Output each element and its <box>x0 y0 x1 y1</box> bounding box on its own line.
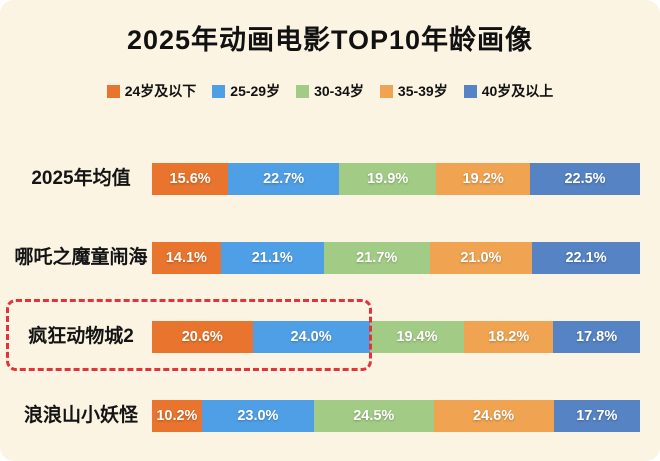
segment-value: 24.5% <box>353 408 395 424</box>
legend-swatch-icon <box>296 84 310 98</box>
bar-track: 14.1% 21.1% 21.7% 21.0% 22.1% <box>152 242 640 274</box>
segment-value: 17.7% <box>576 408 618 424</box>
legend-label: 25-29岁 <box>230 83 281 99</box>
legend-item: 35-39岁 <box>379 81 448 101</box>
segment-value: 19.9% <box>367 171 409 187</box>
bar-row: 2025年均值 15.6% 22.7% 19.9% 19.2% 22.5% <box>10 163 640 195</box>
segment-value: 19.2% <box>462 171 504 187</box>
bar-segment: 19.4% <box>369 321 465 353</box>
bar-segment: 22.7% <box>228 163 340 195</box>
segment-value: 19.4% <box>396 329 438 345</box>
legend-swatch-icon <box>379 84 393 98</box>
bar-row-label: 疯狂动物城2 <box>28 326 134 348</box>
segment-value: 10.2% <box>156 408 198 424</box>
segment-value: 22.5% <box>564 171 606 187</box>
bar-track: 20.6% 24.0% 19.4% 18.2% 17.8% <box>152 321 640 353</box>
bar-segment: 15.6% <box>152 163 229 195</box>
bar-row: 浪浪山小妖怪 10.2% 23.0% 24.5% 24.6% 17.7% <box>10 400 640 432</box>
legend-item: 30-34岁 <box>296 81 364 101</box>
segment-value: 22.1% <box>565 250 607 266</box>
legend-label: 30-34岁 <box>314 83 364 99</box>
segment-value: 15.6% <box>169 171 211 187</box>
bar-row: 哪吒之魔童闹海 14.1% 21.1% 21.7% 21.0% 22.1% <box>10 242 640 274</box>
legend-label: 24岁及以下 <box>124 83 197 99</box>
bar-track: 10.2% 23.0% 24.5% 24.6% 17.7% <box>152 400 640 432</box>
bar-track: 15.6% 22.7% 19.9% 19.2% 22.5% <box>152 163 640 195</box>
bar-segment: 23.0% <box>201 400 314 432</box>
segment-value: 20.6% <box>181 329 223 345</box>
segment-value: 23.0% <box>237 408 279 424</box>
bar-segment: 17.7% <box>553 400 640 432</box>
bar-row-label: 浪浪山小妖怪 <box>23 405 138 427</box>
legend-item: 25-29岁 <box>212 81 280 101</box>
bar-segment: 24.6% <box>433 400 554 432</box>
bar-segment: 18.2% <box>464 321 554 353</box>
segment-value: 24.0% <box>290 329 332 345</box>
bar-segment: 14.1% <box>152 242 221 274</box>
segment-value: 21.7% <box>356 250 398 266</box>
segment-value: 21.1% <box>251 250 293 266</box>
chart-title: 2025年动画电影TOP10年龄画像 <box>126 25 534 55</box>
bar-segment: 22.1% <box>532 242 640 274</box>
bar-segment: 24.0% <box>252 321 370 353</box>
bar-segment: 20.6% <box>152 321 253 353</box>
segment-value: 24.6% <box>473 408 515 424</box>
bar-segment: 21.0% <box>429 242 533 274</box>
bar-segment: 19.9% <box>339 163 437 195</box>
bar-row-label: 哪吒之魔童闹海 <box>14 247 148 269</box>
segment-value: 17.8% <box>575 329 618 345</box>
segment-value: 18.2% <box>488 329 530 345</box>
bar-segment: 19.2% <box>436 163 531 195</box>
bar-segment: 10.2% <box>152 400 202 432</box>
legend-item: 24岁及以下 <box>106 81 197 101</box>
segment-value: 21.0% <box>460 250 502 266</box>
bar-segment: 22.5% <box>530 163 640 195</box>
legend: 24岁及以下 25-29岁 30-34岁 35-39岁 40岁及以上 <box>0 81 660 101</box>
legend-swatch-icon <box>212 84 226 98</box>
legend-item: 40岁及以上 <box>463 81 554 101</box>
legend-label: 35-39岁 <box>397 83 448 99</box>
bar-row: 疯狂动物城2 20.6% 24.0% 19.4% 18.2% 17.8% <box>6 299 640 371</box>
bar-row-label: 2025年均值 <box>31 168 131 190</box>
segment-value: 22.7% <box>263 171 305 187</box>
bar-rows: 2025年均值 15.6% 22.7% 19.9% 19.2% 22.5% 哪吒之魔童闹海 1… <box>0 163 660 432</box>
bar-segment: 21.1% <box>220 242 324 274</box>
legend-swatch-icon <box>463 84 477 98</box>
bar-segment: 21.7% <box>323 242 430 274</box>
legend-label: 40岁及以上 <box>481 83 554 99</box>
segment-value: 14.1% <box>165 250 207 266</box>
bar-segment: 17.8% <box>553 321 640 353</box>
legend-swatch-icon <box>106 84 120 98</box>
bar-segment: 24.5% <box>314 400 434 432</box>
